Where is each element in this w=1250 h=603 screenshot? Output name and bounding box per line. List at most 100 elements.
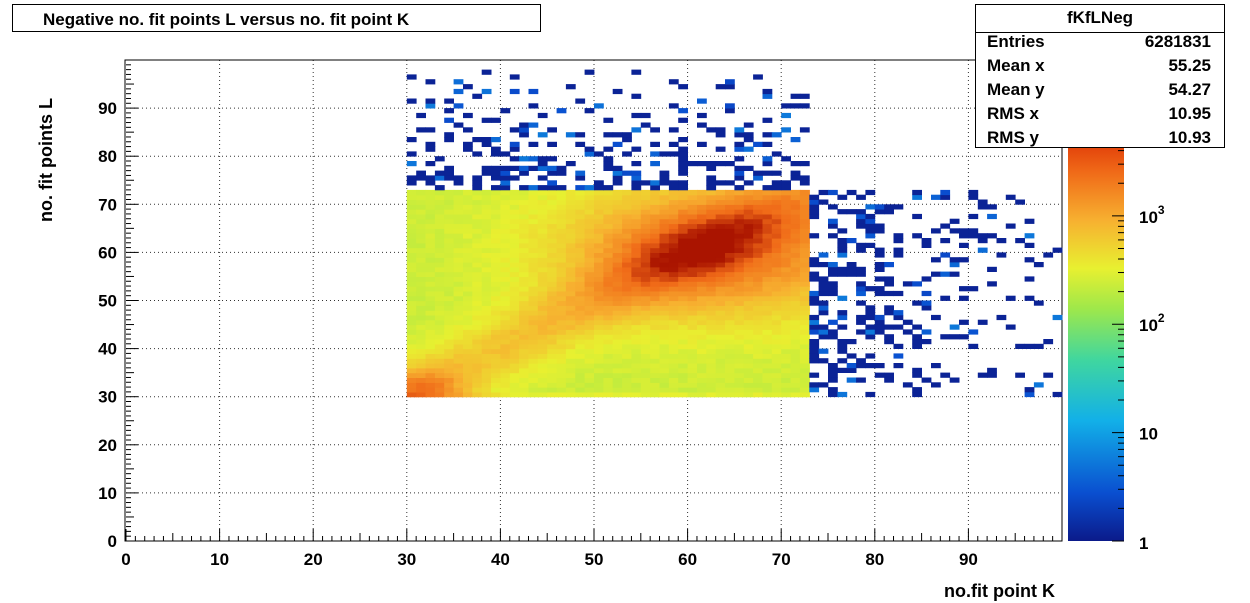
heatmap-cell	[743, 137, 754, 143]
heatmap-cell	[874, 363, 885, 369]
heatmap-cell	[434, 223, 445, 229]
heatmap-cell	[687, 242, 698, 249]
heatmap-cell	[453, 300, 464, 306]
heatmap-cell	[519, 233, 530, 239]
heatmap-cell	[1005, 223, 1016, 229]
heatmap-cell	[444, 271, 455, 277]
heatmap-cell	[678, 281, 689, 287]
heatmap-cell	[959, 334, 969, 340]
heatmap-cell	[968, 228, 979, 234]
heatmap-cell	[463, 367, 473, 374]
heatmap-cell	[453, 180, 464, 186]
heatmap-cell	[687, 257, 698, 263]
heatmap-cell	[594, 180, 604, 186]
heatmap-cell	[715, 358, 726, 364]
heatmap-cell	[799, 93, 810, 99]
heatmap-cell	[472, 252, 483, 258]
heatmap-cell	[668, 387, 679, 393]
heatmap-cell	[472, 286, 483, 292]
heatmap-cell	[753, 314, 764, 321]
heatmap-cell	[790, 334, 801, 340]
heatmap-cell	[818, 324, 829, 330]
heatmap-cell	[781, 257, 792, 263]
heatmap-cell	[481, 223, 492, 229]
y-tick-label: 10	[98, 484, 117, 503]
heatmap-cell	[771, 358, 782, 364]
heatmap-cell	[650, 238, 661, 244]
heatmap-cell	[650, 295, 661, 302]
heatmap-cell	[594, 276, 604, 282]
heatmap-cell	[472, 319, 483, 326]
heatmap-cell	[575, 391, 586, 398]
heatmap-cell	[659, 213, 670, 220]
heatmap-cell	[697, 199, 707, 205]
heatmap-cell	[987, 367, 997, 373]
heatmap-cell	[762, 324, 773, 330]
heatmap-cell	[781, 223, 792, 229]
heatmap-cell	[416, 271, 427, 277]
heatmap-cell	[594, 343, 604, 350]
heatmap-cell	[622, 367, 633, 374]
heatmap-cell	[828, 329, 838, 335]
heatmap-cell	[481, 372, 492, 378]
heatmap-cell	[425, 161, 436, 167]
heatmap-cell	[771, 310, 782, 316]
heatmap-cell	[771, 286, 782, 292]
heatmap-cell	[668, 103, 679, 109]
heatmap-cell	[434, 276, 445, 282]
heatmap-cell	[762, 363, 773, 369]
heatmap-cell	[715, 290, 726, 297]
heatmap-cell	[631, 343, 642, 350]
heatmap-cell	[491, 305, 501, 311]
y-tick-label: 40	[98, 340, 117, 359]
heatmap-cell	[416, 218, 427, 225]
heatmap-cell	[893, 204, 904, 210]
heatmap-cell	[491, 310, 501, 316]
heatmap-cell	[453, 324, 464, 330]
heatmap-cell	[687, 281, 698, 287]
heatmap-cell	[509, 141, 520, 147]
heatmap-cell	[406, 213, 417, 220]
heatmap-cell	[434, 238, 445, 244]
heatmap-cell	[697, 290, 707, 297]
y-axis-label: no. fit points L	[36, 98, 56, 222]
heatmap-cell	[463, 290, 473, 297]
heatmap-cell	[790, 343, 801, 350]
heatmap-cell	[491, 137, 501, 143]
heatmap-cell	[977, 247, 988, 253]
heatmap-cell	[444, 175, 454, 181]
heatmap-cell	[519, 213, 530, 220]
heatmap-cell	[893, 252, 904, 258]
heatmap-cell	[528, 367, 539, 374]
heatmap-cell	[687, 339, 698, 345]
heatmap-cell	[818, 358, 829, 364]
heatmap-cell	[537, 112, 548, 119]
heatmap-cell	[575, 363, 586, 369]
heatmap-cell	[828, 233, 838, 239]
heatmap-cell	[734, 387, 745, 393]
heatmap-cell	[575, 334, 586, 340]
heatmap-cell	[537, 132, 548, 138]
heatmap-cell	[790, 137, 801, 143]
heatmap-cell	[725, 305, 735, 311]
heatmap-cell	[706, 262, 717, 268]
heatmap-cell	[612, 300, 623, 306]
heatmap-cell	[565, 314, 576, 321]
heatmap-cell	[631, 295, 642, 302]
heatmap-cell	[687, 348, 698, 354]
heatmap-cell	[809, 290, 820, 297]
heatmap-cell	[622, 189, 633, 196]
heatmap-cell	[453, 276, 464, 282]
heatmap-cell	[594, 185, 604, 191]
heatmap-cell	[612, 281, 623, 287]
heatmap-cell	[416, 391, 427, 398]
heatmap-cell	[706, 199, 717, 205]
heatmap-cell	[687, 223, 698, 229]
heatmap-cell	[622, 218, 633, 225]
heatmap-cell	[753, 339, 764, 345]
heatmap-cell	[528, 300, 539, 306]
heatmap-cell	[697, 343, 707, 350]
heatmap-cell	[434, 242, 445, 249]
heatmap-cell	[650, 180, 660, 186]
